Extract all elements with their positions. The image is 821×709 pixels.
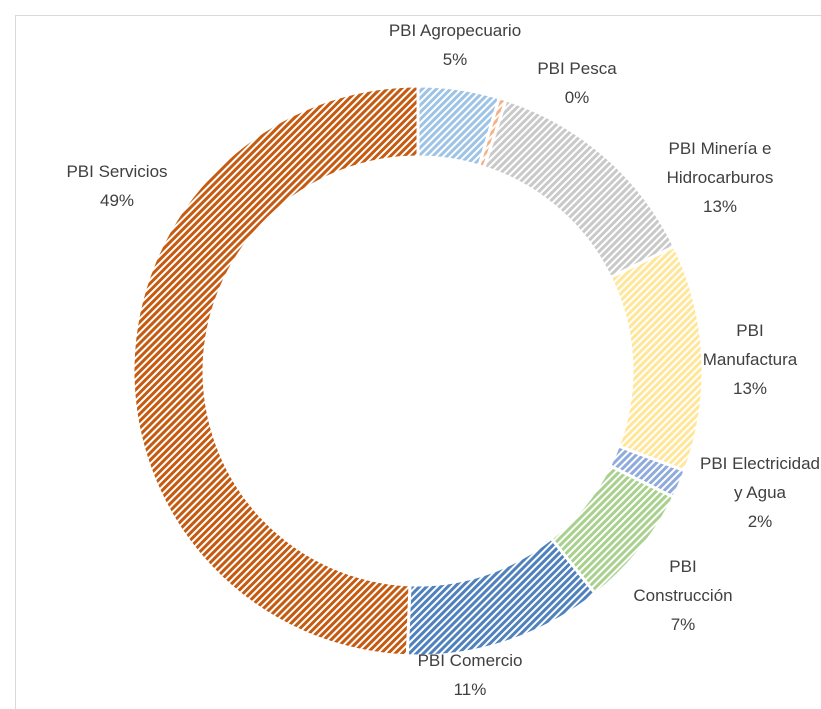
category-label: PBI Comercio (417, 650, 523, 670)
data-label: PBI Agropecuario 5% (385, 16, 525, 74)
category-label: PBI Servicios (66, 161, 168, 181)
value-label: 13% (702, 196, 738, 216)
data-label: PBI Pesca 0% (517, 54, 637, 112)
category-label: PBI Pesca (537, 58, 617, 78)
chart-frame (15, 15, 821, 709)
value-label: 13% (732, 378, 768, 398)
category-label: PBI Construcción (633, 556, 733, 605)
category-label: PBI Manufactura (702, 320, 798, 369)
donut-slice (131, 84, 420, 658)
data-label: PBI Comercio 11% (390, 646, 550, 704)
data-label: PBI Manufactura 13% (690, 316, 810, 403)
value-label: 49% (99, 190, 135, 210)
donut-slice (482, 98, 677, 280)
data-label: PBI Minería e Hidrocarburos 13% (650, 134, 790, 221)
value-label: 0% (564, 87, 590, 107)
data-label: PBI Electricidad y Agua 2% (694, 449, 821, 536)
value-label: 7% (670, 614, 696, 634)
value-label: 5% (442, 49, 468, 69)
category-label: PBI Minería e Hidrocarburos (666, 138, 774, 187)
value-label: 2% (747, 511, 773, 531)
data-label: PBI Construcción 7% (618, 552, 748, 639)
data-label: PBI Servicios 49% (37, 157, 197, 215)
category-label: PBI Agropecuario (388, 20, 522, 40)
value-label: 11% (453, 679, 487, 699)
category-label: PBI Electricidad y Agua (700, 453, 820, 502)
